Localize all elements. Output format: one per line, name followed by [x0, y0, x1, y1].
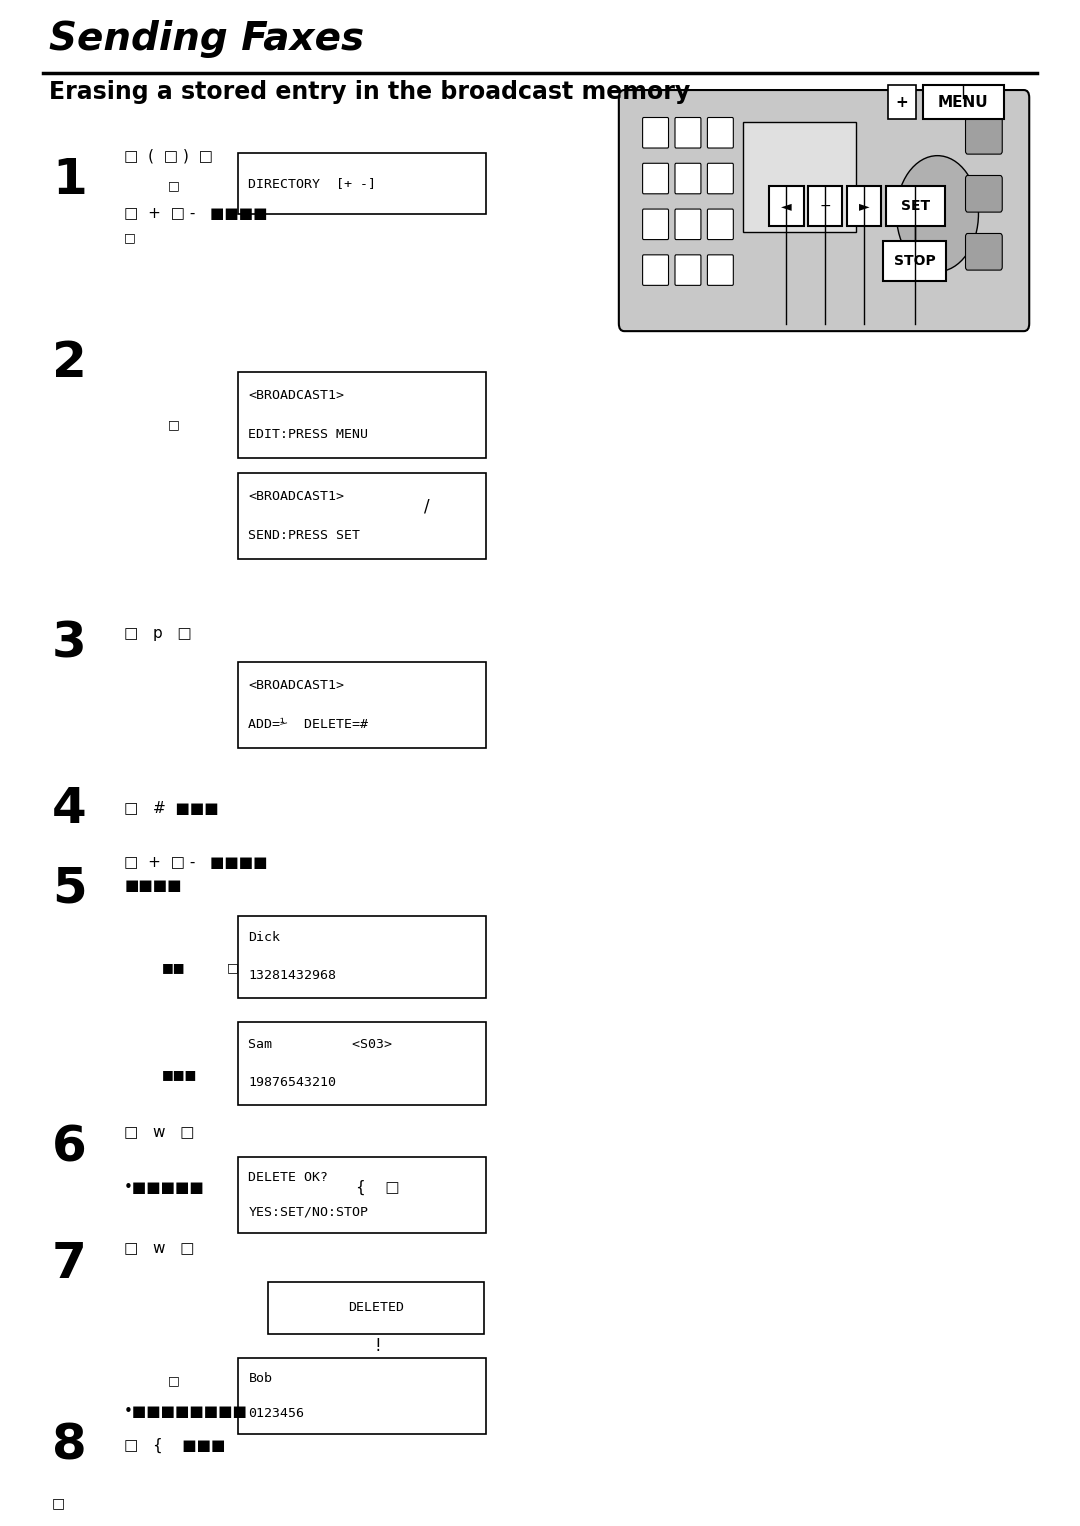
- Text: □   w   □: □ w □: [124, 1125, 194, 1140]
- FancyBboxPatch shape: [643, 255, 669, 285]
- Text: 1: 1: [52, 156, 86, 204]
- Text: ADD=⅟  DELETE=#: ADD=⅟ DELETE=#: [248, 719, 368, 731]
- Text: □: □: [227, 961, 239, 974]
- Text: −: −: [820, 198, 831, 214]
- FancyBboxPatch shape: [883, 241, 946, 281]
- FancyBboxPatch shape: [808, 186, 842, 226]
- Text: □   {    ■■■: □ { ■■■: [124, 1437, 226, 1453]
- FancyBboxPatch shape: [743, 122, 856, 232]
- Text: ■■■: ■■■: [162, 1068, 198, 1080]
- Text: □   #  ■■■: □ # ■■■: [124, 801, 219, 816]
- FancyBboxPatch shape: [923, 85, 1004, 119]
- Text: ■■■■: ■■■■: [124, 877, 181, 893]
- Text: □   p   □: □ p □: [124, 626, 192, 641]
- Text: <BROADCAST1>: <BROADCAST1>: [248, 679, 345, 691]
- Text: SEND:PRESS SET: SEND:PRESS SET: [248, 530, 361, 542]
- Text: Bob: Bob: [248, 1372, 272, 1386]
- Text: DIRECTORY  [+ -]: DIRECTORY [+ -]: [248, 177, 377, 189]
- FancyBboxPatch shape: [238, 473, 486, 559]
- FancyBboxPatch shape: [238, 662, 486, 748]
- FancyBboxPatch shape: [707, 163, 733, 194]
- Text: 13281432968: 13281432968: [248, 969, 336, 983]
- Text: <BROADCAST1>: <BROADCAST1>: [248, 389, 345, 401]
- FancyBboxPatch shape: [619, 90, 1029, 331]
- FancyBboxPatch shape: [675, 163, 701, 194]
- FancyBboxPatch shape: [966, 118, 1002, 154]
- Text: 19876543210: 19876543210: [248, 1076, 336, 1090]
- Text: 3: 3: [52, 620, 86, 668]
- Text: DELETE OK?: DELETE OK?: [248, 1170, 328, 1184]
- Text: □  +  □ -   ■■■■: □ + □ - ■■■■: [124, 855, 268, 870]
- FancyBboxPatch shape: [268, 1282, 484, 1334]
- FancyBboxPatch shape: [643, 118, 669, 148]
- FancyBboxPatch shape: [966, 233, 1002, 270]
- FancyBboxPatch shape: [643, 209, 669, 240]
- Text: □: □: [52, 1495, 65, 1511]
- Text: !: !: [375, 1337, 381, 1355]
- FancyBboxPatch shape: [707, 255, 733, 285]
- FancyBboxPatch shape: [675, 118, 701, 148]
- Text: □: □: [167, 180, 179, 192]
- FancyBboxPatch shape: [675, 209, 701, 240]
- Text: □: □: [167, 1375, 179, 1387]
- Text: +: +: [895, 95, 908, 110]
- Text: 0123456: 0123456: [248, 1407, 305, 1421]
- FancyBboxPatch shape: [886, 186, 945, 226]
- Text: ◄: ◄: [781, 198, 792, 214]
- Text: 7: 7: [52, 1239, 86, 1288]
- Text: □  +  □ -   ■■■■: □ + □ - ■■■■: [124, 206, 268, 221]
- FancyBboxPatch shape: [847, 186, 881, 226]
- FancyBboxPatch shape: [238, 1157, 486, 1233]
- Text: /: /: [423, 497, 430, 516]
- FancyBboxPatch shape: [238, 1022, 486, 1105]
- Text: SET: SET: [901, 198, 930, 214]
- FancyBboxPatch shape: [238, 153, 486, 214]
- Text: •■■■■■: •■■■■■: [124, 1180, 205, 1195]
- Text: •■■■■■■■■: •■■■■■■■■: [124, 1404, 248, 1419]
- FancyBboxPatch shape: [643, 163, 669, 194]
- Text: STOP: STOP: [894, 253, 935, 269]
- Text: Sending Faxes: Sending Faxes: [49, 20, 364, 58]
- Text: □: □: [167, 418, 179, 430]
- FancyBboxPatch shape: [707, 118, 733, 148]
- Text: 4: 4: [52, 784, 86, 833]
- FancyBboxPatch shape: [966, 175, 1002, 212]
- FancyBboxPatch shape: [238, 372, 486, 458]
- Text: ►: ►: [859, 198, 869, 214]
- FancyBboxPatch shape: [769, 186, 804, 226]
- Text: □: □: [124, 232, 136, 244]
- Text: MENU: MENU: [939, 95, 988, 110]
- Text: 6: 6: [52, 1123, 86, 1172]
- Text: {    □: { □: [356, 1180, 400, 1195]
- Text: YES:SET/NO:STOP: YES:SET/NO:STOP: [248, 1206, 368, 1219]
- Text: Dick: Dick: [248, 931, 281, 945]
- FancyBboxPatch shape: [238, 1358, 486, 1434]
- Text: EDIT:PRESS MENU: EDIT:PRESS MENU: [248, 429, 368, 441]
- Text: 8: 8: [52, 1421, 86, 1470]
- Text: □  (  □ )  □: □ ( □ ) □: [124, 148, 213, 163]
- FancyBboxPatch shape: [707, 209, 733, 240]
- Circle shape: [896, 156, 978, 272]
- FancyBboxPatch shape: [238, 916, 486, 998]
- Text: 5: 5: [52, 864, 86, 913]
- Text: Erasing a stored entry in the broadcast memory: Erasing a stored entry in the broadcast …: [49, 79, 690, 104]
- Text: 2: 2: [52, 339, 86, 388]
- FancyBboxPatch shape: [888, 85, 916, 119]
- Text: □   w   □: □ w □: [124, 1241, 194, 1256]
- Text: Sam          <S03>: Sam <S03>: [248, 1038, 392, 1051]
- Text: <BROADCAST1>: <BROADCAST1>: [248, 490, 345, 502]
- Text: ■■: ■■: [162, 961, 186, 974]
- Text: DELETED: DELETED: [348, 1302, 404, 1314]
- FancyBboxPatch shape: [675, 255, 701, 285]
